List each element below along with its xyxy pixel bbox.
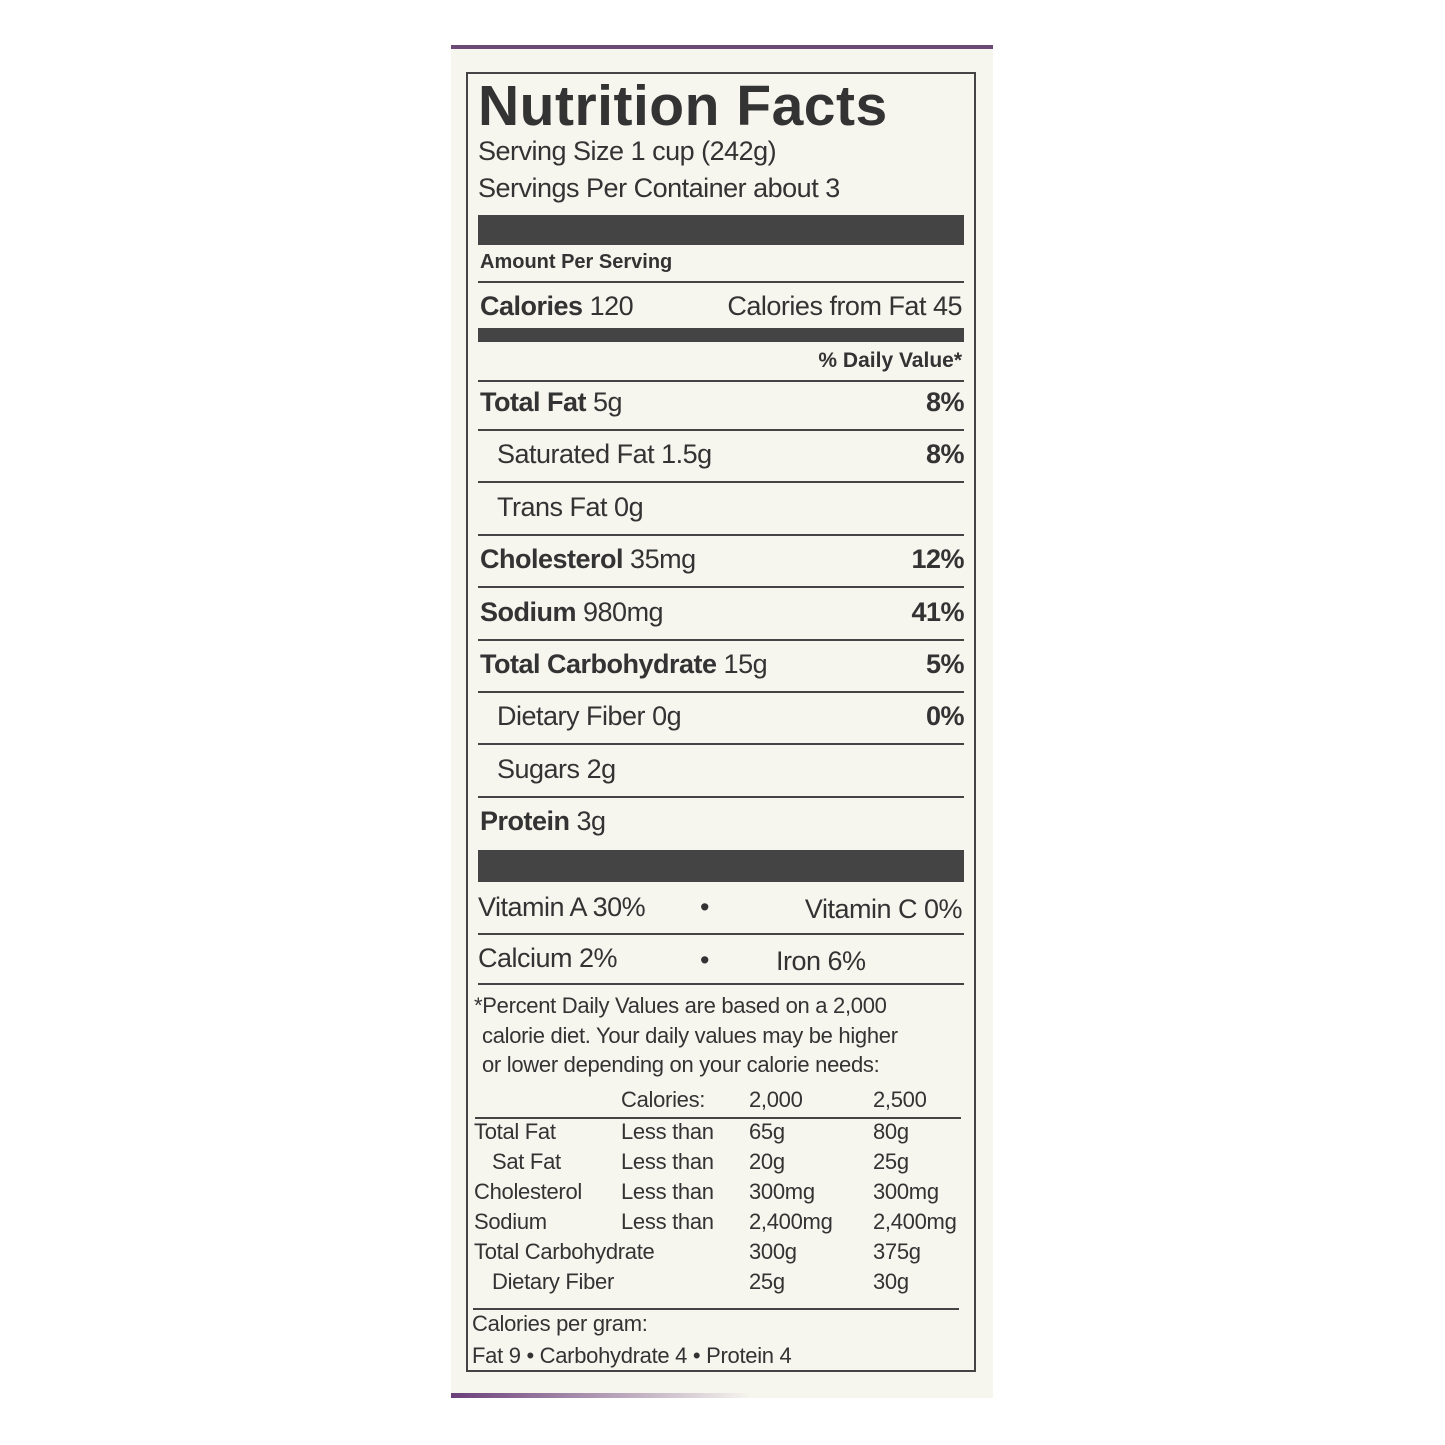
thick-divider bbox=[478, 215, 964, 245]
nutrient-row: Trans Fat 0g bbox=[497, 491, 644, 522]
divider bbox=[478, 983, 964, 985]
nutrient-amount: 0g bbox=[614, 491, 644, 522]
dv-table-cell: 30g bbox=[873, 1269, 909, 1294]
vitamin-a: Vitamin A 30% bbox=[478, 892, 646, 922]
nutrient-row: Total Fat 5g bbox=[480, 387, 623, 417]
dv-table-cell: Less than bbox=[621, 1179, 714, 1204]
nutrient-amount: 1.5g bbox=[661, 439, 712, 470]
nutrient-label: Cholesterol bbox=[480, 544, 624, 575]
nutrient-amount: 980mg bbox=[583, 596, 664, 627]
servings-per-container: Servings Per Container about 3 bbox=[478, 173, 840, 203]
divider bbox=[478, 795, 964, 798]
dv-table-cell: 80g bbox=[873, 1119, 909, 1144]
dv-table-cell: 65g bbox=[749, 1119, 785, 1144]
divider bbox=[478, 586, 964, 589]
calories-row: Calories 120 bbox=[480, 291, 634, 321]
nutrient-label: Saturated Fat bbox=[497, 439, 655, 470]
nutrient-row: Sugars 2g bbox=[497, 753, 617, 784]
calories-per-gram-label: Calories per gram: bbox=[472, 1311, 648, 1336]
dv-table-cell: 25g bbox=[873, 1149, 909, 1174]
nutrient-daily-value: 8% bbox=[925, 387, 965, 417]
footnote-line: or lower depending on your calorie needs… bbox=[482, 1052, 880, 1077]
nutrition-facts-box bbox=[466, 72, 976, 1372]
bullet: • bbox=[700, 945, 709, 975]
dv-table-header: 2,000 bbox=[749, 1087, 803, 1112]
footnote-line: calorie diet. Your daily values may be h… bbox=[482, 1023, 898, 1048]
daily-value-header: % Daily Value* bbox=[818, 349, 962, 372]
calories-from-fat: Calories from Fat 45 bbox=[727, 291, 962, 321]
nutrient-daily-value: 12% bbox=[911, 544, 964, 575]
dv-table-cell: Cholesterol bbox=[474, 1179, 582, 1204]
dv-table-cell: 25g bbox=[749, 1269, 785, 1294]
calcium: Calcium 2% bbox=[478, 943, 618, 973]
nutrient-label: Dietary Fiber bbox=[497, 701, 646, 732]
footnote-line: *Percent Daily Values are based on a 2,0… bbox=[474, 993, 887, 1018]
dv-table-cell: 375g bbox=[873, 1239, 921, 1264]
dv-table-cell: 20g bbox=[749, 1149, 785, 1174]
dv-table-cell: Sat Fat bbox=[492, 1149, 561, 1174]
divider bbox=[478, 533, 964, 536]
divider bbox=[475, 1117, 961, 1119]
dv-table-header: 2,500 bbox=[873, 1087, 927, 1112]
nutrient-label: Protein bbox=[480, 806, 570, 837]
serving-size: Serving Size 1 cup (242g) bbox=[478, 136, 777, 166]
nutrient-label: Sugars bbox=[497, 753, 580, 784]
divider bbox=[478, 281, 964, 283]
divider bbox=[478, 638, 964, 641]
amount-per-serving: Amount Per Serving bbox=[480, 251, 673, 273]
nutrient-daily-value: 41% bbox=[911, 596, 964, 627]
divider bbox=[478, 429, 964, 431]
dv-table-cell: 2,400mg bbox=[749, 1209, 833, 1234]
nutrient-daily-value: 8% bbox=[925, 439, 965, 470]
dv-table-cell: Total Fat bbox=[474, 1119, 556, 1144]
nutrient-row: Saturated Fat 1.5g bbox=[497, 441, 712, 468]
nutrient-amount: 5g bbox=[593, 387, 623, 417]
dv-table-cell: Less than bbox=[621, 1119, 714, 1144]
dv-table-cell: 300mg bbox=[873, 1179, 939, 1204]
vitamin-c: Vitamin C 0% bbox=[804, 894, 963, 924]
dv-table-cell: 300mg bbox=[749, 1179, 815, 1204]
dv-table-cell: Sodium bbox=[474, 1209, 547, 1234]
nutrient-label: Total Fat bbox=[480, 387, 587, 417]
title: Nutrition Facts bbox=[478, 74, 888, 138]
iron: Iron 6% bbox=[776, 946, 866, 976]
dv-table-cell: Total Carbohydrate bbox=[474, 1239, 655, 1264]
nutrient-amount: 15g bbox=[723, 649, 768, 679]
nutrient-amount: 35mg bbox=[630, 544, 696, 575]
medium-divider bbox=[478, 328, 964, 342]
dv-table-cell: 300g bbox=[749, 1239, 797, 1264]
dv-table-header: Calories: bbox=[621, 1087, 706, 1112]
bullet: • bbox=[700, 892, 709, 922]
purple-bottom-border bbox=[451, 1393, 751, 1398]
dv-table-cell: Less than bbox=[621, 1209, 714, 1234]
nutrient-amount: 2g bbox=[586, 753, 617, 784]
calories-label: Calories bbox=[480, 291, 583, 321]
calories-value: 120 bbox=[589, 291, 634, 321]
nutrient-label: Total Carbohydrate bbox=[480, 649, 717, 679]
calories-per-gram-values: Fat 9 • Carbohydrate 4 • Protein 4 bbox=[472, 1343, 792, 1368]
purple-top-border bbox=[451, 45, 993, 49]
nutrient-row: Sodium 980mg bbox=[480, 596, 664, 627]
divider bbox=[478, 743, 964, 746]
nutrient-daily-value: 0% bbox=[925, 701, 965, 732]
nutrient-daily-value: 5% bbox=[925, 649, 965, 679]
nutrient-label: Trans Fat bbox=[497, 491, 608, 522]
thick-divider bbox=[478, 850, 964, 882]
divider bbox=[478, 933, 964, 935]
nutrient-label: Sodium bbox=[480, 596, 577, 627]
nutrient-row: Cholesterol 35mg bbox=[480, 546, 696, 573]
nutrient-amount: 3g bbox=[576, 806, 607, 837]
nutrient-row: Total Carbohydrate 15g bbox=[480, 649, 768, 679]
dv-table-cell: Dietary Fiber bbox=[492, 1269, 615, 1294]
divider bbox=[478, 481, 964, 484]
divider bbox=[478, 691, 964, 693]
nutrient-row: Dietary Fiber 0g bbox=[497, 701, 682, 732]
dv-table-cell: 2,400mg bbox=[873, 1209, 957, 1234]
nutrient-row: Protein 3g bbox=[480, 808, 606, 835]
dv-table-cell: Less than bbox=[621, 1149, 714, 1174]
nutrient-amount: 0g bbox=[652, 701, 682, 732]
label-panel bbox=[451, 45, 993, 1398]
divider bbox=[473, 1308, 959, 1310]
divider bbox=[478, 380, 964, 382]
